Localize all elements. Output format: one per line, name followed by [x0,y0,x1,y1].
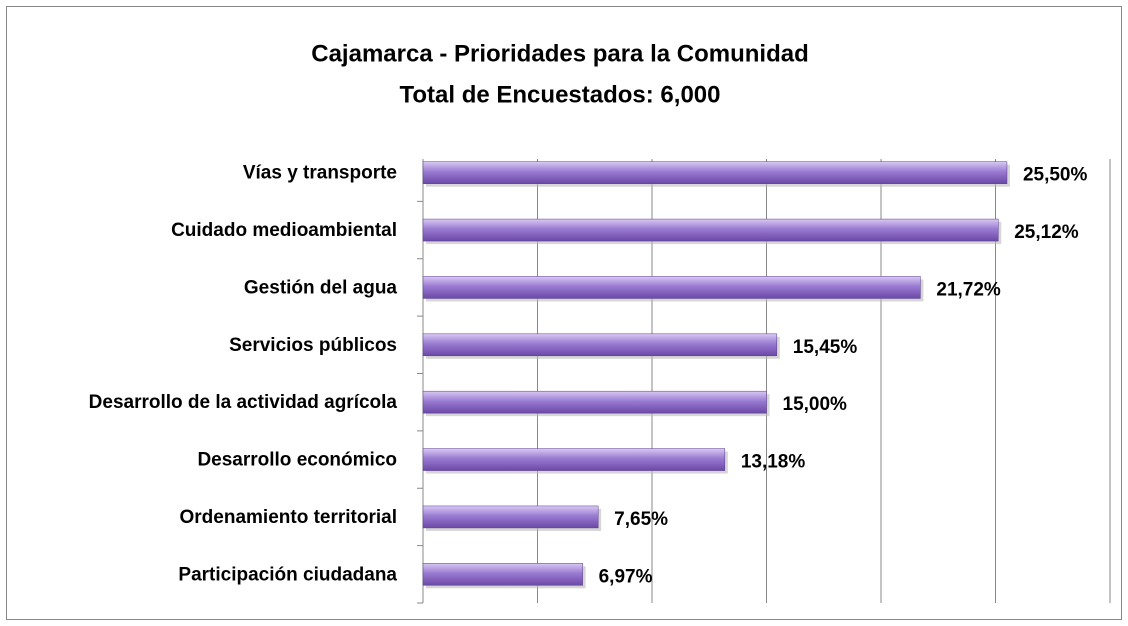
data-label: 25,12% [1014,222,1079,243]
bar [422,390,767,414]
bar [422,276,921,299]
data-label: 7,65% [614,509,668,530]
data-label: 15,00% [783,394,848,415]
y-tick-label: Cuidado medioambiental [171,220,397,241]
y-tick-label: Participación ciudadana [178,564,397,585]
y-tick-label: Ordenamiento territorial [180,507,398,528]
data-label: 15,45% [793,337,858,358]
bar [422,563,583,586]
y-tick-label: Desarrollo de la actividad agrícola [89,392,398,413]
data-label: 13,18% [741,452,806,473]
bar [422,448,726,471]
bar [422,161,1008,184]
y-tick-label: Gestión del agua [244,277,398,298]
bar [422,333,778,357]
bar [422,218,999,242]
chart-subtitle: Total de Encuestados: 6,000 [400,81,721,108]
y-tick-label: Desarrollo económico [197,450,397,471]
bar [422,505,599,529]
data-label: 25,50% [1023,165,1088,186]
data-label: 21,72% [936,279,1001,300]
y-tick-label: Vías y transporte [243,163,397,184]
chart-title: Cajamarca - Prioridades para la Comunida… [311,40,809,67]
data-label: 6,97% [599,566,653,587]
y-tick-label: Servicios públicos [229,335,397,356]
